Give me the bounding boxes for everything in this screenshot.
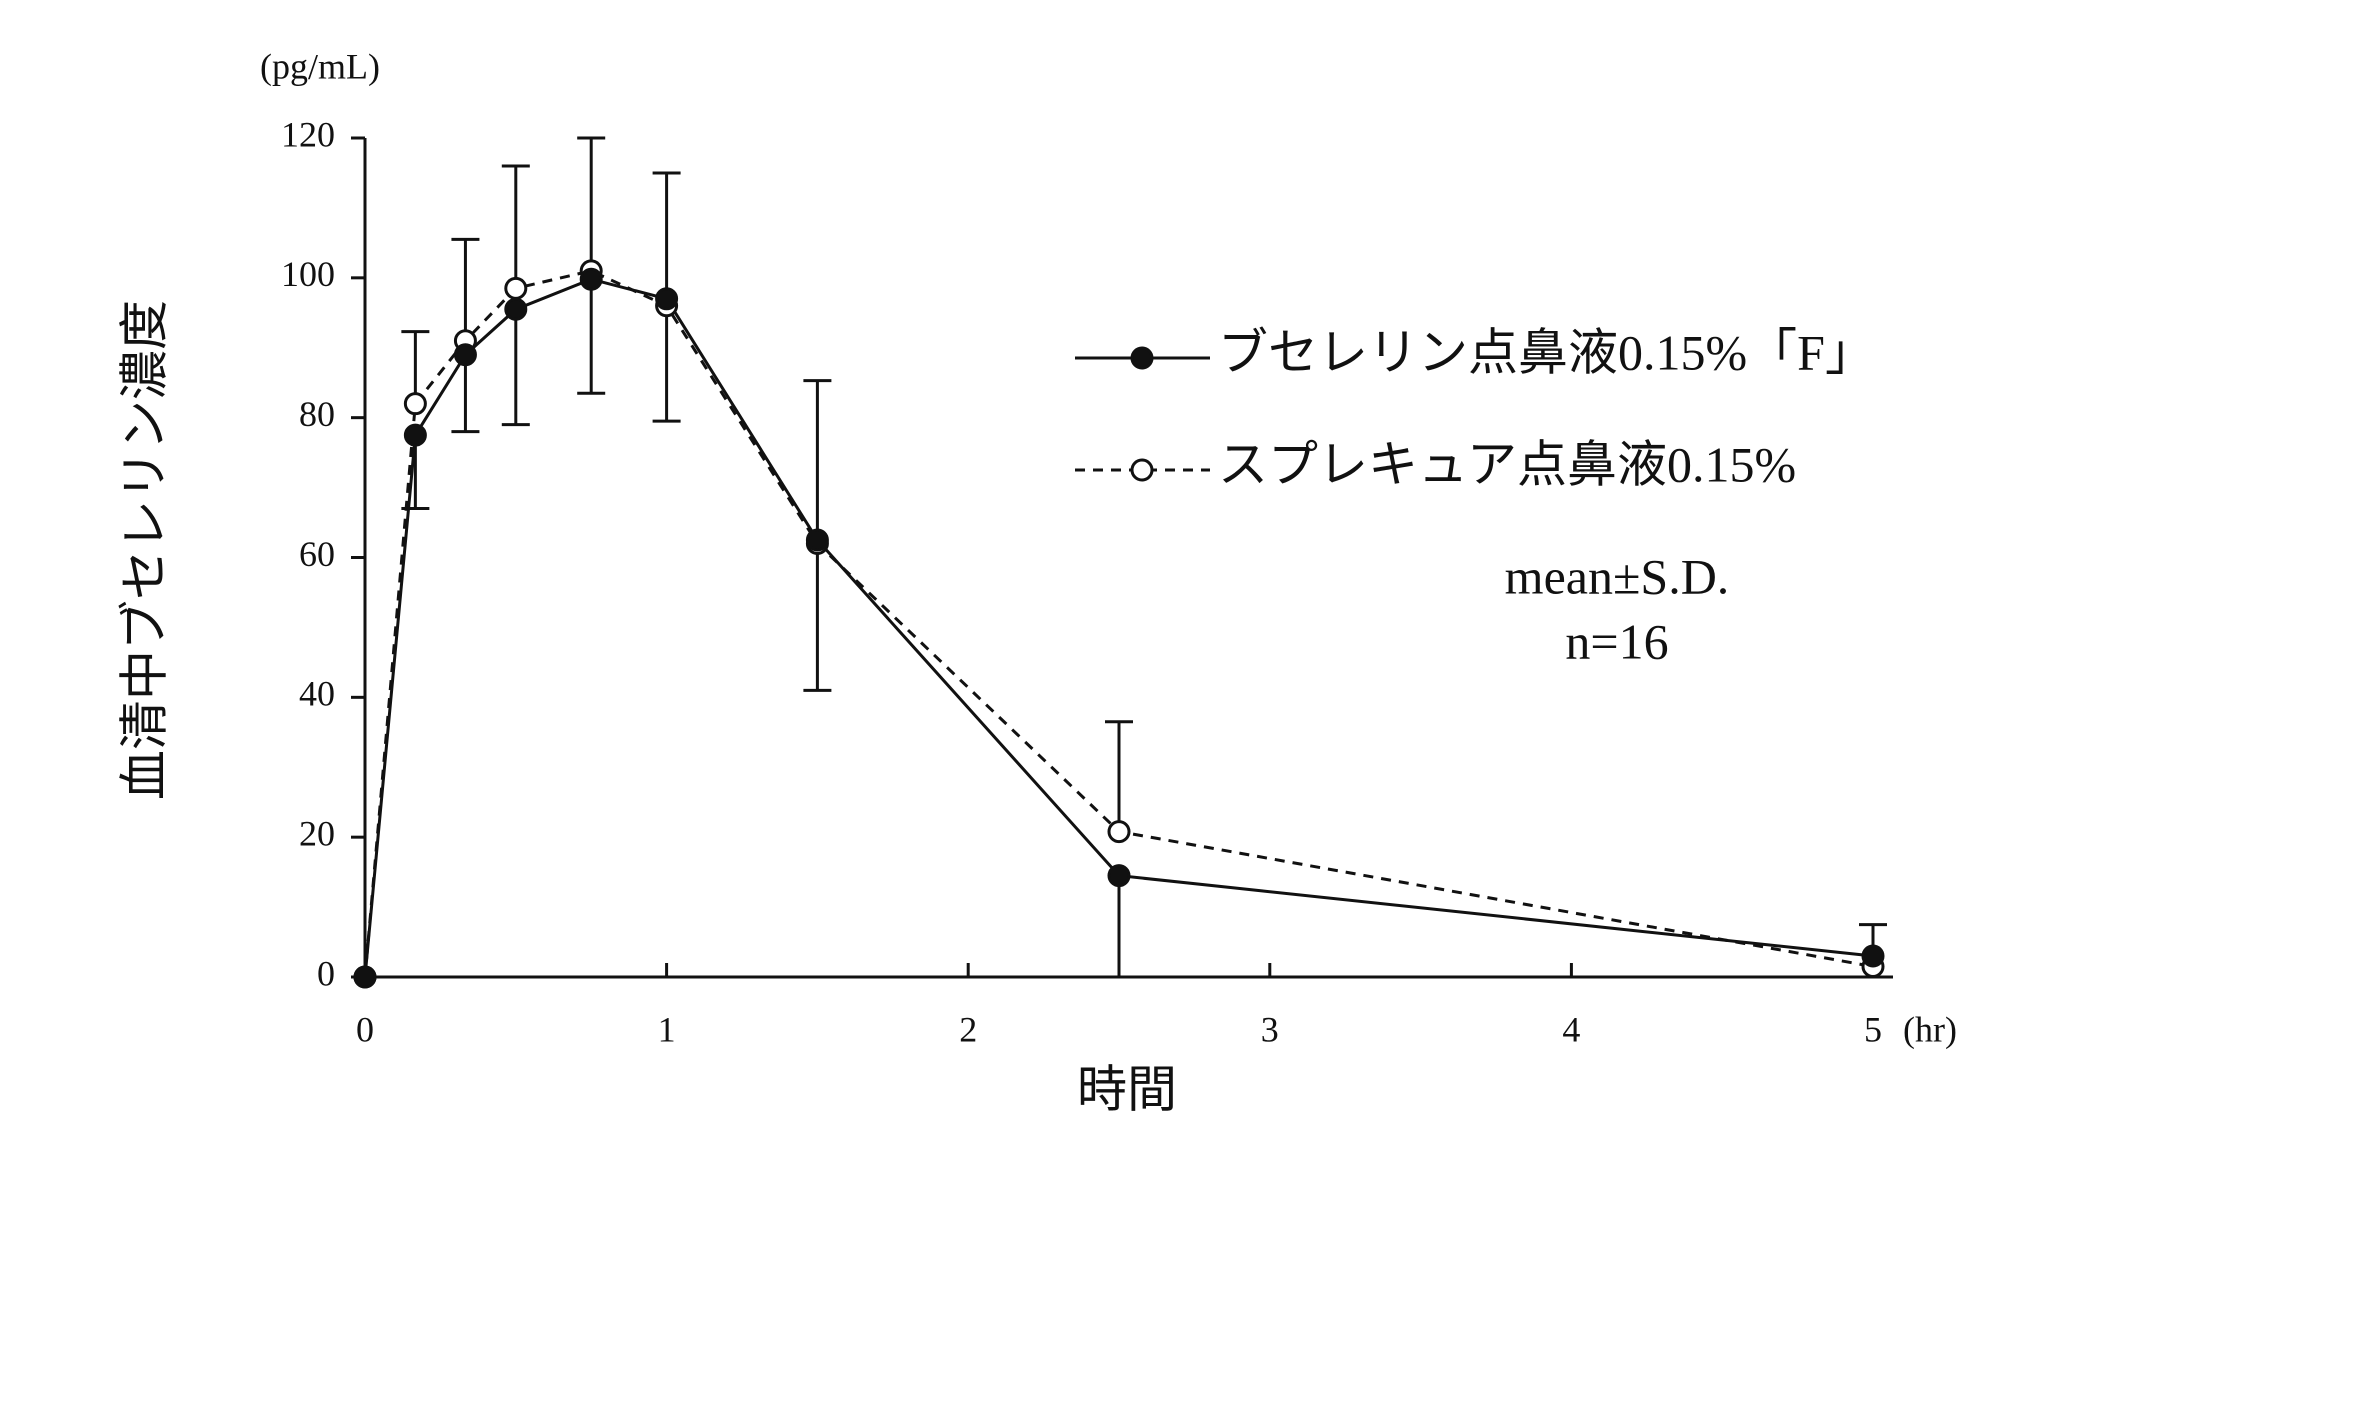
y-tick-label: 120 (281, 114, 335, 154)
x-axis-label: 時間 (1077, 1061, 1177, 1117)
y-tick-label: 20 (299, 813, 335, 853)
data-point (655, 287, 679, 311)
y-tick-label: 40 (299, 674, 335, 714)
annotation: n=16 (1565, 613, 1668, 669)
y-axis-label: 血清中ブセレリン濃度 (116, 300, 172, 800)
y-unit: (pg/mL) (260, 46, 380, 86)
data-point (1107, 820, 1131, 844)
series-line (363, 269, 1874, 978)
data-point (1107, 864, 1131, 888)
y-tick-label: 80 (299, 394, 335, 434)
data-point (453, 343, 477, 367)
y-tick-label: 60 (299, 534, 335, 574)
annotation: mean±S.D. (1505, 548, 1730, 604)
legend-label: スプレキュア点鼻液0.15% (1218, 436, 1796, 492)
x-tick-label: 4 (1562, 1009, 1580, 1049)
data-point (805, 528, 829, 552)
legend-label: ブセレリン点鼻液0.15%「F」 (1218, 324, 1875, 380)
data-point (403, 392, 427, 416)
y-tick-label: 0 (317, 953, 335, 993)
x-unit: (hr) (1903, 1009, 1957, 1049)
x-tick-label: 5 (1864, 1009, 1882, 1049)
x-tick-label: 2 (959, 1009, 977, 1049)
legend-marker (1130, 346, 1154, 370)
data-point (504, 297, 528, 321)
x-tick-label: 3 (1261, 1009, 1279, 1049)
data-point (579, 267, 603, 291)
x-tick-label: 1 (658, 1009, 676, 1049)
data-point (353, 965, 377, 989)
x-tick-label: 0 (356, 1009, 374, 1049)
y-tick-label: 100 (281, 254, 335, 294)
data-point (1861, 944, 1885, 968)
data-point (403, 423, 427, 447)
data-point (504, 276, 528, 300)
legend-marker (1130, 458, 1154, 482)
